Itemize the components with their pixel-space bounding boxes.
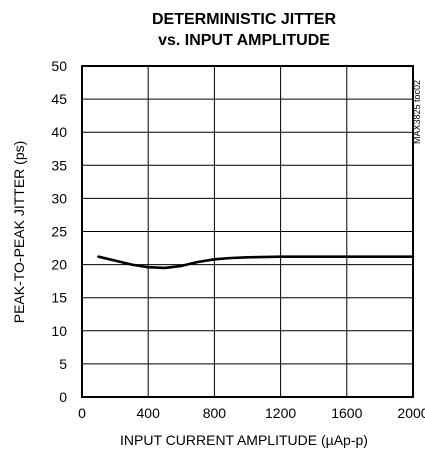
y-tick-label: 0 (59, 389, 67, 405)
y-tick-labels: 0 5 10 15 20 25 30 35 40 45 50 (51, 58, 67, 405)
grid-lines (82, 66, 413, 397)
y-tick-label: 50 (51, 58, 67, 74)
y-tick-label: 40 (51, 124, 67, 140)
x-tick-label: 2000 (397, 405, 425, 421)
x-axis-label: INPUT CURRENT AMPLITUDE (µAp-p) (120, 432, 368, 448)
chart-subtitle: vs. INPUT AMPLITUDE (158, 32, 330, 49)
series-line (97, 255, 415, 270)
x-tick-label: 800 (203, 405, 227, 421)
y-tick-label: 10 (51, 323, 67, 339)
y-tick-label: 25 (51, 224, 67, 240)
x-tick-label: 1600 (331, 405, 362, 421)
x-tick-label: 1200 (265, 405, 296, 421)
figure-reference: MAX3825 toc02 (412, 80, 422, 144)
plot-area (81, 65, 414, 398)
chart-title: DETERMINISTIC JITTER (152, 11, 336, 28)
x-tick-label: 400 (137, 405, 161, 421)
y-tick-label: 5 (59, 356, 67, 372)
y-tick-label: 35 (51, 157, 67, 173)
y-tick-label: 30 (51, 190, 67, 206)
x-tick-label: 0 (78, 405, 86, 421)
y-tick-label: 20 (51, 257, 67, 273)
x-tick-labels: 0 400 800 1200 1600 2000 (78, 405, 425, 421)
y-axis-label: PEAK-TO-PEAK JITTER (ps) (11, 141, 27, 324)
y-tick-label: 15 (51, 290, 67, 306)
y-tick-label: 45 (51, 91, 67, 107)
